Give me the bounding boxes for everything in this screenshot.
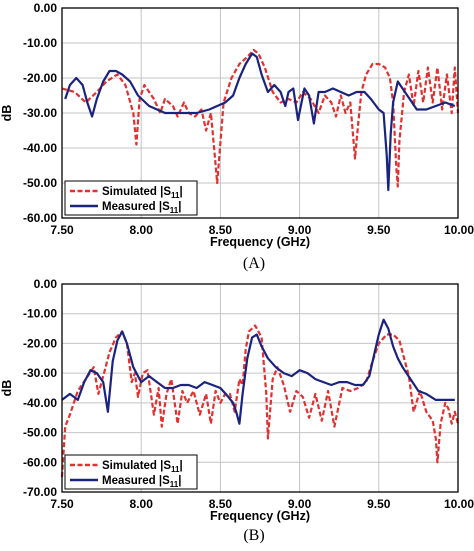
y-tick-label: -50.00 bbox=[23, 426, 57, 440]
x-tick-label: 9.50 bbox=[367, 223, 391, 237]
legend-entry-subscript: 11 bbox=[171, 191, 180, 200]
y-axis-label: dB bbox=[0, 105, 14, 122]
legend-entry-text: Measured |S bbox=[102, 201, 170, 213]
legend-entry-text: Simulated |S bbox=[102, 460, 171, 472]
y-tick-label: -10.00 bbox=[23, 36, 57, 50]
y-tick-label: -10.00 bbox=[23, 307, 57, 321]
simulated-s11-line bbox=[60, 324, 460, 478]
panel-label: (B) bbox=[243, 527, 264, 544]
y-tick-label: -60.00 bbox=[23, 455, 57, 469]
legend-entry-bar: | bbox=[180, 186, 183, 198]
legend-entry-label: Measured |S11| bbox=[102, 475, 181, 489]
x-tick-label: 7.50 bbox=[50, 223, 74, 237]
panel-label: (A) bbox=[243, 255, 265, 272]
legend-entry-label: Simulated |S11| bbox=[102, 460, 183, 474]
x-tick-label: 9.50 bbox=[367, 497, 391, 511]
legend-entry-subscript: 11 bbox=[170, 480, 179, 489]
x-tick-label: 8.50 bbox=[209, 223, 233, 237]
y-tick-label: -40.00 bbox=[23, 396, 57, 410]
x-tick-label: 8.00 bbox=[130, 223, 154, 237]
y-tick-label: -30.00 bbox=[23, 366, 57, 380]
chart-panel-a: 0.00 -10.00 -20.00 -30.00 -40.00 -50.00 -60.00… bbox=[0, 1, 474, 272]
y-tick-label: -20.00 bbox=[23, 71, 57, 85]
legend-box bbox=[64, 454, 198, 490]
x-tick-label: 8.00 bbox=[130, 497, 154, 511]
measured-s11-line bbox=[64, 52, 456, 192]
legend-box bbox=[64, 180, 198, 216]
y-tick-label: -20.00 bbox=[23, 336, 57, 350]
legend-entry-bar: | bbox=[178, 201, 181, 213]
legend-entry-label: Simulated |S11| bbox=[102, 186, 183, 200]
plot-frame bbox=[61, 7, 459, 219]
legend-entry-text: Measured |S bbox=[102, 475, 170, 487]
legend: Simulated |S11|Measured |S11| bbox=[64, 180, 198, 216]
x-axis-label: Frequency (GHz) bbox=[210, 235, 310, 249]
y-axis-label: dB bbox=[0, 380, 14, 397]
y-tick-label: -40.00 bbox=[23, 141, 57, 155]
legend-entry-subscript: 11 bbox=[170, 206, 179, 215]
x-tick-label: 10.00 bbox=[444, 223, 474, 237]
y-tick-label: -30.00 bbox=[23, 106, 57, 120]
x-tick-label: 7.50 bbox=[50, 497, 74, 511]
y-tick-label: -50.00 bbox=[23, 176, 57, 190]
x-axis-label: Frequency (GHz) bbox=[210, 509, 310, 523]
x-tick-label: 9.00 bbox=[288, 497, 312, 511]
legend-entry-bar: | bbox=[178, 475, 181, 487]
y-tick-label: -70.00 bbox=[23, 485, 57, 499]
plot-frame bbox=[61, 283, 459, 493]
y-tick-label: 0.00 bbox=[34, 1, 58, 15]
legend: Simulated |S11|Measured |S11| bbox=[64, 454, 198, 490]
legend-entry-bar: | bbox=[180, 460, 183, 472]
x-tick-label: 8.50 bbox=[209, 497, 233, 511]
chart-panel-b: 0.00 -10.00 -20.00 -30.00 -40.00 -50.00 -60.00… bbox=[0, 277, 474, 544]
x-tick-label: 9.00 bbox=[288, 223, 312, 237]
y-tick-label: 0.00 bbox=[34, 277, 58, 291]
legend-entry-label: Measured |S11| bbox=[102, 201, 181, 215]
x-tick-label: 10.00 bbox=[444, 497, 474, 511]
legend-entry-text: Simulated |S bbox=[102, 186, 171, 198]
measured-s11-line bbox=[61, 318, 455, 425]
y-tick-label: -60.00 bbox=[23, 211, 57, 225]
legend-entry-subscript: 11 bbox=[171, 465, 180, 474]
